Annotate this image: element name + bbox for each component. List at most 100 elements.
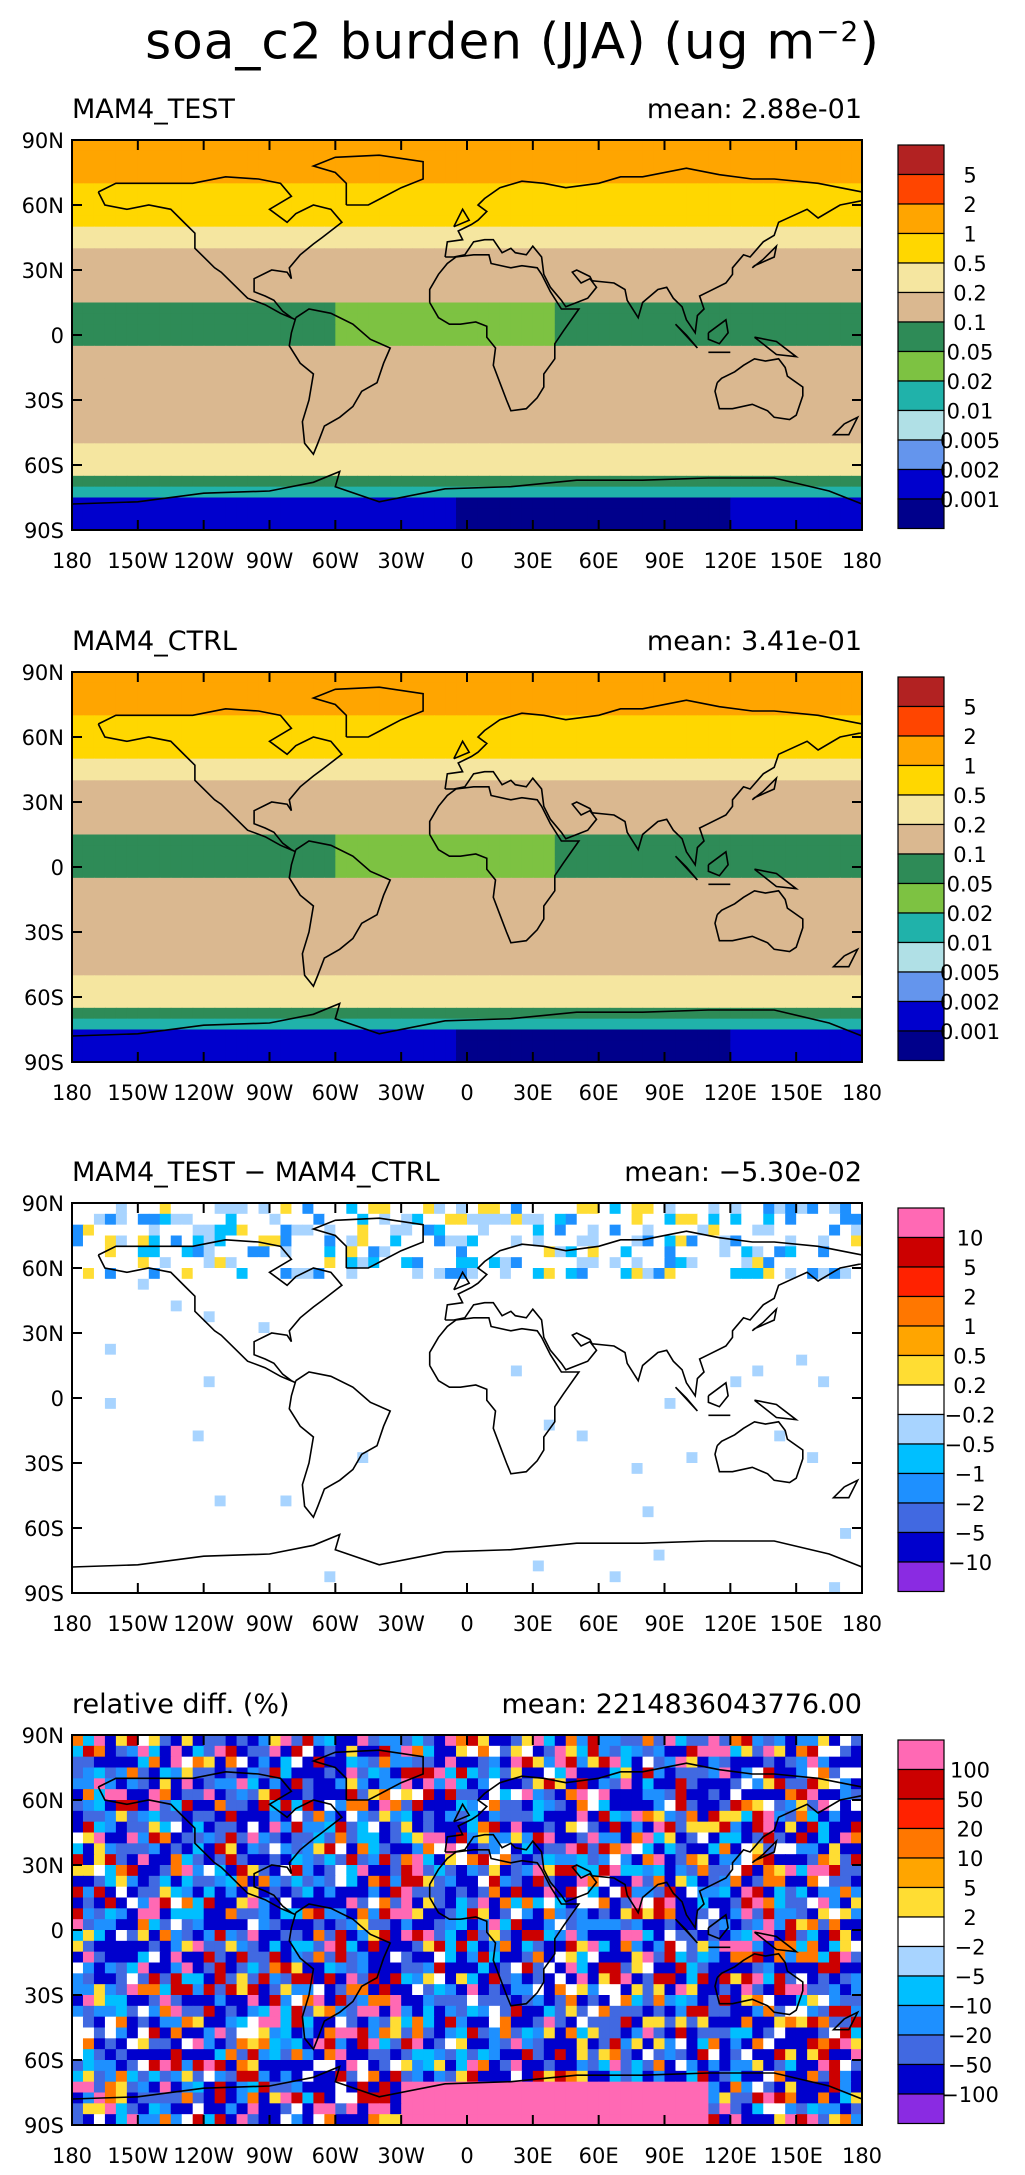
field-cell: [708, 856, 720, 868]
field-cell: [93, 877, 106, 890]
field-cell: [818, 324, 830, 336]
field-cell: [324, 237, 336, 249]
field-cell: [532, 237, 545, 249]
field-cell: [170, 454, 183, 466]
field-cell: [499, 802, 512, 814]
field-cell: [456, 910, 468, 922]
field-cell: [401, 205, 413, 217]
field-cell: [181, 747, 194, 760]
field-cell: [554, 432, 567, 444]
field-cell: [203, 150, 216, 163]
field-cell: [159, 421, 172, 434]
field-cell: [346, 475, 358, 488]
field-cell: [313, 454, 325, 466]
field-cell: [664, 888, 677, 901]
field-cell: [477, 324, 490, 336]
field-cell: [269, 237, 282, 249]
field-cell: [269, 432, 282, 444]
field-cell: [642, 910, 655, 922]
field-cell: [741, 205, 753, 217]
field-cell: [829, 183, 841, 195]
field-cell: [598, 161, 611, 174]
field-cell: [719, 270, 731, 282]
field-cell: [225, 888, 238, 901]
field-cell: [456, 356, 468, 369]
field-cell: [390, 356, 402, 369]
field-cell: [291, 834, 304, 846]
field-cell: [445, 953, 457, 966]
field-cell: [291, 475, 304, 488]
field-cell: [675, 715, 688, 727]
field-cell: [291, 248, 304, 260]
field-cell: [818, 704, 830, 716]
field-cell: [269, 486, 282, 499]
field-cell: [335, 867, 347, 879]
field-cell: [708, 737, 720, 749]
field-cell: [609, 140, 622, 152]
field-cell: [346, 964, 358, 976]
field-cell: [247, 747, 260, 760]
field-cell: [576, 791, 589, 803]
field-cell: [763, 475, 775, 488]
x-tick-label: 180: [842, 549, 882, 573]
field-cell: [401, 856, 413, 868]
field-cell: [93, 335, 106, 347]
field-cell: [258, 248, 271, 260]
field-cell: [543, 726, 556, 738]
field-cell: [829, 802, 841, 814]
y-tick-label: 90S: [24, 519, 64, 543]
field-cell: [730, 704, 742, 716]
field-cell: [357, 454, 369, 466]
field-cell: [741, 443, 753, 455]
field-cell: [72, 877, 84, 890]
field-cell: [214, 791, 227, 803]
field-cell: [609, 497, 622, 509]
field-cell: [851, 693, 862, 706]
field-cell: [543, 421, 556, 434]
field-cell: [324, 248, 336, 260]
field-cell: [642, 237, 655, 249]
field-cell: [686, 802, 699, 814]
field-cell: [653, 345, 666, 358]
field-cell: [412, 910, 424, 922]
field-cell: [82, 508, 95, 520]
field-cell: [269, 942, 282, 955]
field-cell: [280, 497, 293, 509]
field-cell: [477, 259, 490, 271]
field-cell: [313, 215, 325, 228]
field-cell: [93, 519, 106, 530]
field-cell: [609, 400, 622, 412]
field-cell: [510, 454, 523, 466]
field-cell: [840, 812, 852, 825]
field-cell: [752, 280, 764, 293]
field-cell: [752, 389, 764, 401]
field-cell: [335, 758, 347, 771]
field-cell: [840, 899, 852, 911]
field-cell: [510, 726, 523, 738]
field-cell: [357, 400, 369, 412]
field-cell: [203, 497, 216, 509]
field-cell: [313, 921, 325, 933]
field-cell: [148, 150, 161, 163]
field-cell: [708, 986, 720, 998]
field-cell: [148, 682, 161, 695]
field-cell: [851, 747, 862, 760]
field-cell: [346, 215, 358, 228]
field-cell: [840, 421, 852, 434]
field-cell: [137, 140, 150, 152]
legend-swatch: [897, 232, 945, 264]
field-cell: [642, 856, 655, 868]
field-cell: [115, 486, 128, 499]
field-cell: [686, 324, 699, 336]
field-cell: [807, 335, 819, 347]
field-cell: [412, 454, 424, 466]
field-cell: [434, 899, 446, 911]
field-cell: [170, 921, 183, 933]
field-cell: [313, 389, 325, 401]
field-cell: [269, 183, 282, 195]
field-cell: [499, 475, 512, 488]
field-cell: [181, 150, 194, 163]
field-cell: [445, 672, 457, 684]
coastline: [751, 243, 778, 269]
field-cell: [82, 400, 95, 412]
